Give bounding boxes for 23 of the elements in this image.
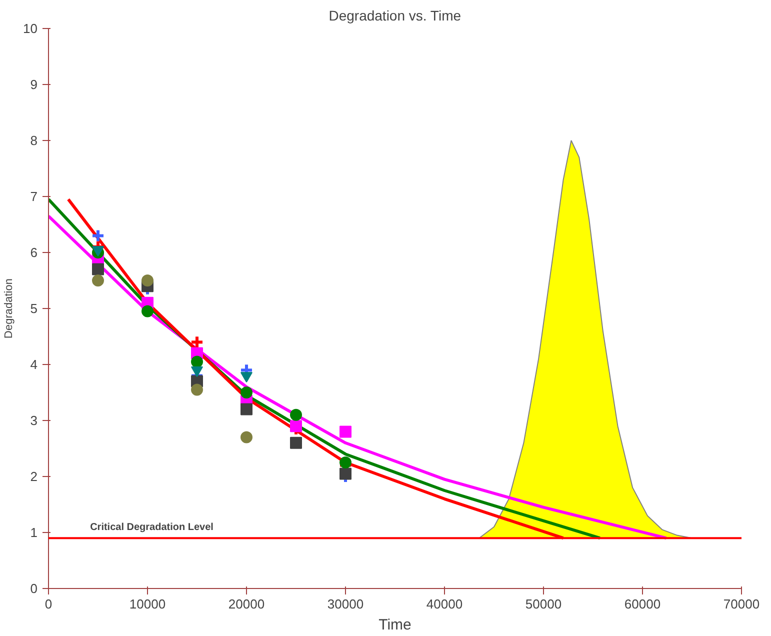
y-tick-label: 10 [23,21,38,36]
x-tick-label: 20000 [228,596,265,612]
x-tick-label: 40000 [426,596,463,612]
y-tick-label: 0 [30,581,38,596]
x-axis-title: Time [378,616,412,634]
y-tick-label: 1 [30,525,38,540]
y-tick-label: 6 [30,245,38,260]
ref-line-label: Critical Degradation Level [90,522,214,534]
y-tick-label: 8 [30,133,38,148]
y-tick-label: 7 [30,189,38,204]
chart-title: Degradation vs. Time [328,8,462,24]
y-tick-label: 3 [30,413,38,428]
x-tick-label: 30000 [327,596,364,612]
y-tick-label: 9 [30,77,38,92]
x-tick-label: 0 [44,596,52,612]
y-tick-label: 5 [30,301,38,316]
y-axis-title: Degradation [3,278,16,338]
y-tick-label: 2 [30,469,38,484]
x-tick-label: 70000 [723,596,760,612]
x-tick-label: 60000 [624,596,661,612]
x-tick-label: 10000 [129,596,166,612]
y-tick-label: 4 [30,357,38,372]
x-tick-label: 50000 [525,596,562,612]
